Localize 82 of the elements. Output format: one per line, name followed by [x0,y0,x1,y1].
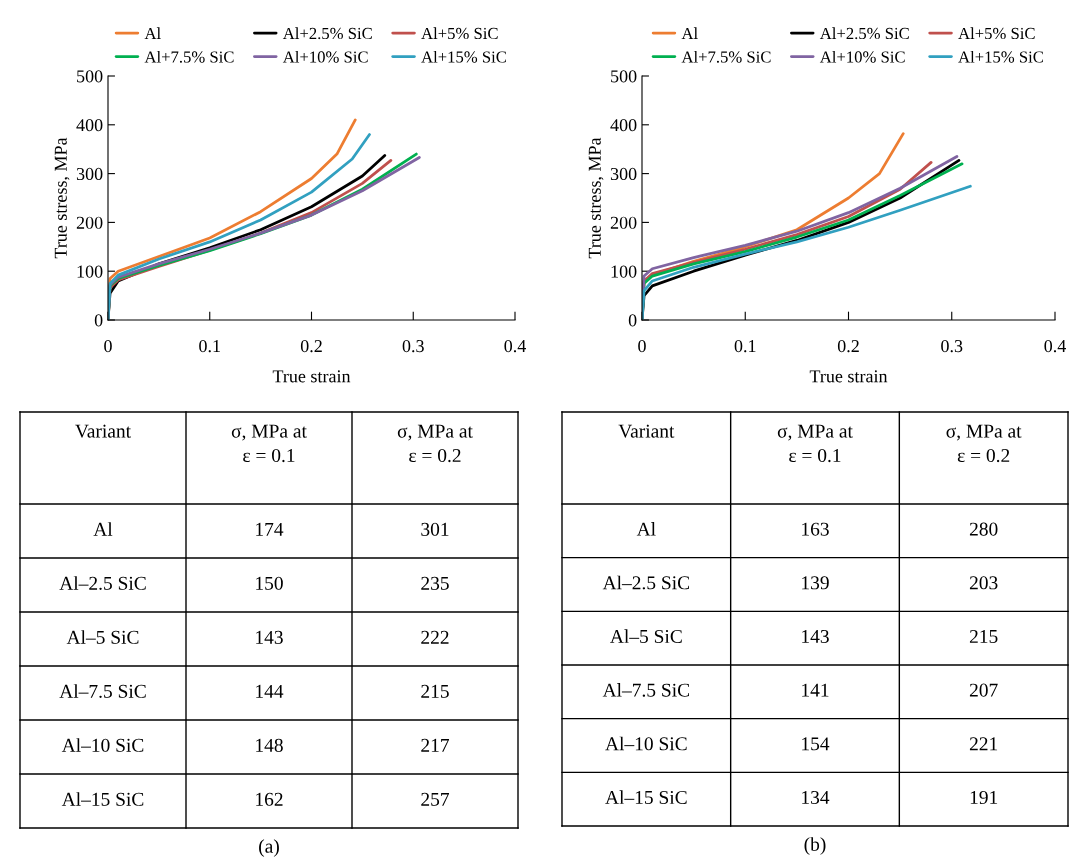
y-tick-label: 200 [610,216,637,229]
text: Al–7.5 SiC [59,684,146,698]
text: Al [93,522,113,536]
text: 162 [256,792,283,806]
x-tick-label: 0.4 [504,339,526,353]
y-tick-label: 0 [94,314,103,327]
text: 174 [256,522,284,536]
y-tick-label: 300 [610,167,637,181]
text: (b) [804,837,826,855]
text: 143 [256,630,283,644]
text: σ, MPa at ε = 0.1 [231,424,307,463]
text: σ, MPa at ε = 0.1 [777,424,853,463]
text: Al–5 SiC [610,629,682,644]
x-tick-label: 0.3 [402,339,424,353]
text: 163 [802,522,829,536]
x-axis-title: True strain [272,370,351,383]
x-tick-label: 0 [638,339,646,353]
text: 222 [421,630,449,644]
y-tick-label: 500 [611,70,637,83]
x-tick-label: 0.2 [300,339,322,353]
text: 144 [256,684,284,698]
text: 215 [421,684,449,698]
text: Al–10 SiC [61,738,144,752]
legend-label: Al+2.5% SiC [282,27,372,40]
y-tick-label: 400 [610,119,637,132]
y-tick-label: 500 [77,70,103,83]
x-tick-label: 0.1 [734,339,756,353]
text: 217 [421,738,450,752]
text: 203 [969,576,998,590]
y-tick-label: 300 [76,167,103,181]
y-axis-title: True stress, MPa [54,137,70,259]
y-tick-label: 0 [628,314,637,327]
x-tick-label: 0.3 [941,339,963,353]
y-axis-title: True stress, MPa [588,137,604,259]
y-tick-label: 400 [76,119,103,132]
legend-label: Al+2.5% SiC [819,27,909,40]
text: 139 [802,576,829,590]
text: Al–2.5 SiC [602,575,690,590]
x-tick-label: 0.4 [1044,339,1066,353]
text: σ, MPa at ε = 0.2 [397,424,473,463]
text: Variant [618,424,675,438]
legend-label: Al+5% SiC [958,27,1035,40]
y-tick-label: 100 [77,265,103,278]
text: Al–15 SiC [605,790,687,805]
text: 257 [421,792,450,806]
text: 191 [970,790,998,805]
text: Al–7.5 SiC [602,683,690,697]
text: 150 [256,576,283,590]
text: (a) [259,839,279,857]
text: 215 [969,629,998,644]
x-tick-label: 0.2 [837,339,859,353]
text: 207 [969,683,998,697]
legend-label: Al+15% SiC [958,50,1043,63]
text: Al–5 SiC [66,630,139,644]
text: Variant [75,424,131,438]
y-tick-label: 200 [76,216,103,229]
text: 134 [802,790,830,805]
text: 141 [802,683,829,697]
text: 148 [256,738,283,752]
text: Al [636,522,656,536]
x-tick-label: 0 [104,339,112,353]
text: 280 [969,522,998,536]
legend-label: Al+7.5% SiC [144,50,234,63]
text: 301 [421,522,449,536]
x-axis-title: True strain [809,370,888,383]
text: Al–15 SiC [61,792,144,806]
text: 154 [802,737,830,751]
text: 235 [421,576,449,590]
text: 143 [802,629,829,644]
legend-label: Al+10% SiC [282,50,368,63]
legend-label: Al+10% SiC [819,50,905,63]
text: 221 [969,737,998,751]
legend-label: Al [681,27,698,39]
text: Al–10 SiC [605,736,687,751]
legend-label: Al [144,27,161,39]
legend-label: Al+7.5% SiC [681,50,771,63]
x-tick-label: 0.1 [199,339,220,353]
y-tick-label: 100 [611,265,637,278]
text: σ, MPa at ε = 0.2 [946,424,1022,463]
text: Al–2.5 SiC [59,576,146,590]
legend-label: Al+15% SiC [421,50,506,63]
legend-label: Al+5% SiC [421,27,498,40]
